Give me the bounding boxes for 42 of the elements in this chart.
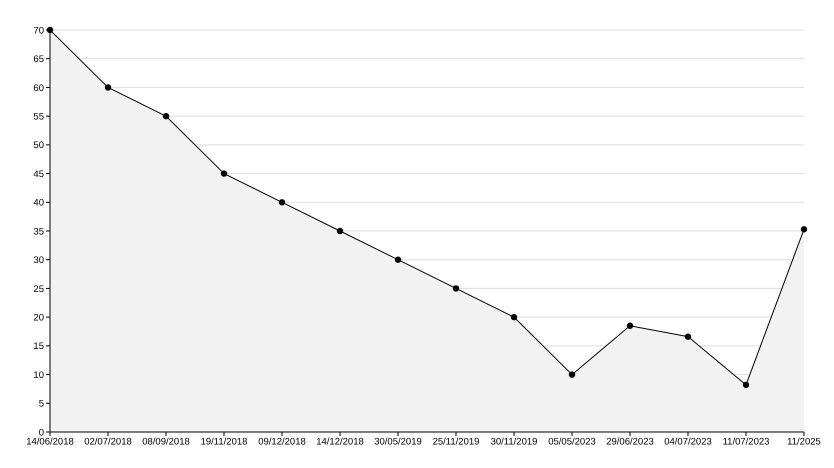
y-tick-label: 35 [33, 226, 44, 238]
point [568, 371, 576, 378]
x-tick-label: 19/11/2018 [200, 436, 248, 448]
point [394, 256, 402, 263]
point [742, 382, 750, 388]
y-tick-label: 5 [38, 398, 44, 410]
x-tick-label: 02/07/2018 [84, 436, 132, 448]
y-tick-label: 65 [33, 54, 44, 66]
y-tick-label: 20 [33, 312, 44, 324]
x-tick-label: 30/05/2019 [374, 436, 422, 448]
x-tick-label: 14/12/2018 [316, 436, 364, 448]
point [510, 314, 518, 320]
x-tick-label: 30/11/2019 [490, 436, 538, 448]
x-tick-label: 29/06/2023 [606, 436, 654, 448]
point [626, 322, 634, 329]
y-tick-label: 10 [33, 370, 44, 381]
point [800, 226, 808, 232]
x-tick-label: 04/07/2023 [664, 436, 712, 448]
x-tick-label: 11/2025 [787, 436, 821, 448]
x-tick-label: 14/06/2018 [26, 436, 74, 448]
y-tick-label: 0 [38, 427, 44, 438]
point [336, 228, 344, 234]
x-tick-label: 11/07/2023 [722, 436, 770, 448]
x-tick-label: 08/09/2018 [142, 436, 190, 448]
x-tick-label: 25/11/2019 [432, 436, 480, 448]
y-tick-label: 40 [33, 198, 44, 209]
point [104, 84, 112, 91]
y-tick-label: 50 [33, 140, 44, 152]
y-tick-label: 70 [33, 25, 44, 36]
x-tick-label: 05/05/2023 [548, 436, 596, 448]
y-tick-label: 30 [33, 255, 44, 266]
y-tick-label: 25 [33, 284, 44, 295]
y-tick-label: 45 [33, 168, 44, 180]
point [162, 112, 170, 120]
point [452, 285, 460, 292]
point [278, 199, 286, 206]
y-tick-label: 55 [33, 112, 44, 123]
y-tick-label: 15 [33, 341, 44, 352]
point [684, 333, 692, 340]
x-tick-label: 09/12/2018 [258, 436, 306, 448]
y-tick-label: 60 [33, 82, 44, 94]
point [220, 170, 228, 177]
